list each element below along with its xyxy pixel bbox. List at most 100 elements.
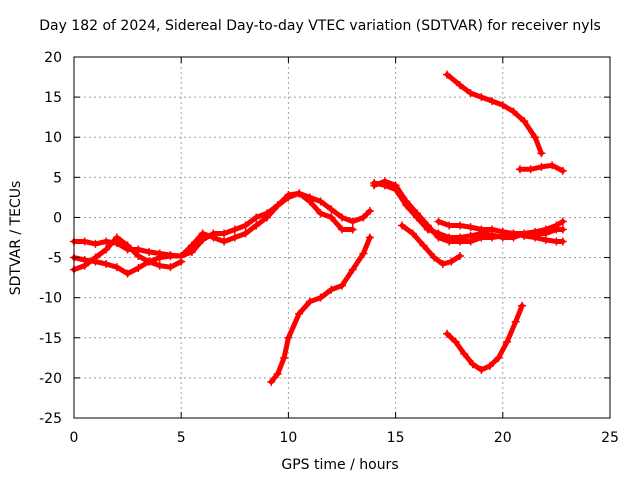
data-point xyxy=(498,227,507,236)
x-tick-label: 15 xyxy=(387,430,405,446)
x-axis-label: GPS time / hours xyxy=(281,457,399,473)
y-tick-label: -10 xyxy=(39,291,62,307)
series-line-4 xyxy=(178,190,356,259)
data-point xyxy=(391,185,400,194)
data-point xyxy=(423,225,432,234)
data-point xyxy=(541,235,550,244)
data-point xyxy=(252,221,261,230)
data-point xyxy=(494,353,503,362)
data-point xyxy=(488,225,497,234)
data-point xyxy=(338,281,346,290)
data-point xyxy=(177,251,186,260)
plot-frame xyxy=(73,56,611,419)
data-point xyxy=(419,241,428,250)
data-point xyxy=(477,225,486,234)
grid-lines xyxy=(74,57,610,418)
data-point xyxy=(316,197,325,206)
data-point xyxy=(134,263,143,272)
data-point xyxy=(267,377,276,386)
data-point xyxy=(305,297,314,306)
chart-title: Day 182 of 2024, Sidereal Day-to-day VTE… xyxy=(39,18,601,34)
data-point xyxy=(284,190,293,199)
data-point xyxy=(102,237,111,246)
data-point xyxy=(145,257,154,266)
data-point xyxy=(477,93,486,102)
y-tick-label: 0 xyxy=(53,210,62,226)
data-point xyxy=(468,360,477,369)
data-point xyxy=(102,245,111,254)
data-point xyxy=(443,70,452,79)
data-point xyxy=(509,107,518,116)
data-point xyxy=(198,229,207,238)
data-point xyxy=(443,329,452,338)
data-point xyxy=(402,201,411,210)
data-point xyxy=(370,178,379,187)
data-point xyxy=(338,225,346,234)
data-point xyxy=(445,233,454,242)
data-point xyxy=(284,333,293,342)
data-point xyxy=(455,221,464,230)
series-group xyxy=(70,70,567,386)
y-tick-label: 20 xyxy=(44,50,62,66)
data-point xyxy=(488,97,497,106)
data-point xyxy=(537,162,546,171)
y-tick-label: 10 xyxy=(44,130,62,146)
data-point xyxy=(80,237,89,246)
data-point xyxy=(413,213,422,222)
data-point xyxy=(280,353,289,362)
data-point xyxy=(530,233,539,242)
data-point xyxy=(102,259,111,268)
data-point xyxy=(220,237,229,246)
data-point xyxy=(295,309,304,318)
data-point xyxy=(241,229,250,238)
data-point xyxy=(123,269,132,278)
y-tick-label: -15 xyxy=(39,331,62,347)
y-tick-label: -5 xyxy=(48,251,62,267)
data-point xyxy=(295,189,304,198)
data-point xyxy=(91,239,100,248)
series-line-1 xyxy=(71,190,373,259)
x-tick-label: 20 xyxy=(494,430,512,446)
data-point xyxy=(537,149,546,158)
data-point xyxy=(558,166,567,175)
data-point xyxy=(509,229,518,238)
data-point xyxy=(123,241,132,250)
data-point xyxy=(166,251,175,260)
data-point xyxy=(438,259,447,268)
series-line-10 xyxy=(444,72,544,156)
data-point xyxy=(359,249,368,258)
data-point xyxy=(155,261,164,270)
data-point xyxy=(460,349,469,358)
data-point xyxy=(515,165,524,174)
data-point xyxy=(552,221,561,230)
data-point xyxy=(316,209,325,218)
data-point xyxy=(230,233,239,242)
data-point xyxy=(338,213,346,222)
data-point xyxy=(365,233,374,242)
data-point xyxy=(408,229,417,238)
data-point xyxy=(434,217,443,226)
axis-ticks: 0 5 10 15 20 25 -25 -20 -15 -10 -5 0 5 10 15 20 xyxy=(39,50,619,446)
data-point xyxy=(520,231,529,240)
data-point xyxy=(518,301,527,310)
data-point xyxy=(548,161,557,170)
data-point xyxy=(273,201,282,210)
data-point xyxy=(466,231,475,240)
y-tick-label: 5 xyxy=(53,170,62,186)
data-point xyxy=(273,369,282,378)
data-point xyxy=(155,253,164,262)
data-point xyxy=(380,181,389,190)
data-point xyxy=(558,225,567,234)
y-tick-label: 15 xyxy=(44,90,62,106)
data-point xyxy=(466,223,475,232)
data-point xyxy=(485,361,494,370)
data-point xyxy=(134,251,143,260)
data-point xyxy=(112,263,121,272)
data-point xyxy=(91,257,100,266)
data-point xyxy=(558,217,567,226)
data-point xyxy=(262,213,271,222)
data-point xyxy=(558,237,567,246)
data-point xyxy=(241,221,250,230)
x-tick-label: 5 xyxy=(177,430,186,446)
data-point xyxy=(348,217,357,226)
